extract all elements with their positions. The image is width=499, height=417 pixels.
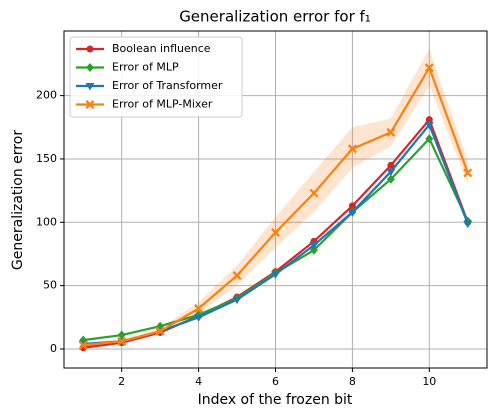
legend-label: Error of Transformer — [112, 79, 223, 92]
y-tick-label: 100 — [36, 215, 57, 228]
chart-title: Generalization error for f₁ — [179, 8, 371, 26]
x-tick-label: 4 — [195, 375, 202, 388]
marker — [424, 63, 434, 73]
legend-label: Boolean influence — [112, 42, 211, 55]
marker — [232, 271, 242, 281]
series — [78, 63, 473, 350]
y-tick-label: 50 — [43, 279, 57, 292]
legend: Boolean influence Error of MLP Error of Tr… — [69, 36, 243, 118]
marker — [155, 326, 165, 336]
marker — [232, 296, 242, 305]
marker — [194, 314, 204, 322]
legend-marker — [85, 83, 95, 91]
marker — [425, 134, 434, 144]
y-tick-label: 150 — [36, 152, 57, 165]
legend-label: Error of MLP — [112, 61, 179, 74]
marker — [425, 116, 433, 124]
x-tick-label: 8 — [349, 375, 356, 388]
marker — [194, 303, 204, 313]
legend-marker — [86, 63, 94, 72]
error-band — [83, 48, 468, 348]
x-tick-label: 10 — [422, 375, 436, 388]
marker — [348, 202, 356, 210]
marker — [347, 209, 357, 217]
marker — [387, 161, 395, 169]
marker — [117, 336, 127, 346]
x-tick-label: 2 — [118, 375, 125, 388]
marker — [463, 168, 473, 178]
legend-marker — [85, 100, 95, 109]
legend-label: Error of MLP-Mixer — [112, 98, 213, 111]
marker — [271, 271, 280, 279]
marker — [309, 242, 319, 250]
plot-frame — [63, 30, 488, 369]
y-axis-label: Generalization error — [10, 130, 26, 270]
marker — [386, 174, 395, 184]
x-axis-label: Index of the frozen bit — [198, 392, 353, 408]
y-tick-label: 0 — [50, 342, 57, 355]
marker — [271, 227, 280, 237]
y-tick-label: 200 — [36, 89, 57, 102]
marker — [117, 330, 126, 340]
marker — [386, 127, 396, 137]
x-tick-label: 6 — [272, 375, 279, 388]
marker — [386, 168, 396, 177]
marker — [309, 188, 319, 198]
marker — [78, 340, 88, 350]
marker — [347, 144, 357, 154]
legend-marker — [86, 45, 94, 53]
marker — [424, 121, 434, 130]
legend-frame — [69, 36, 243, 118]
marker — [463, 220, 473, 229]
